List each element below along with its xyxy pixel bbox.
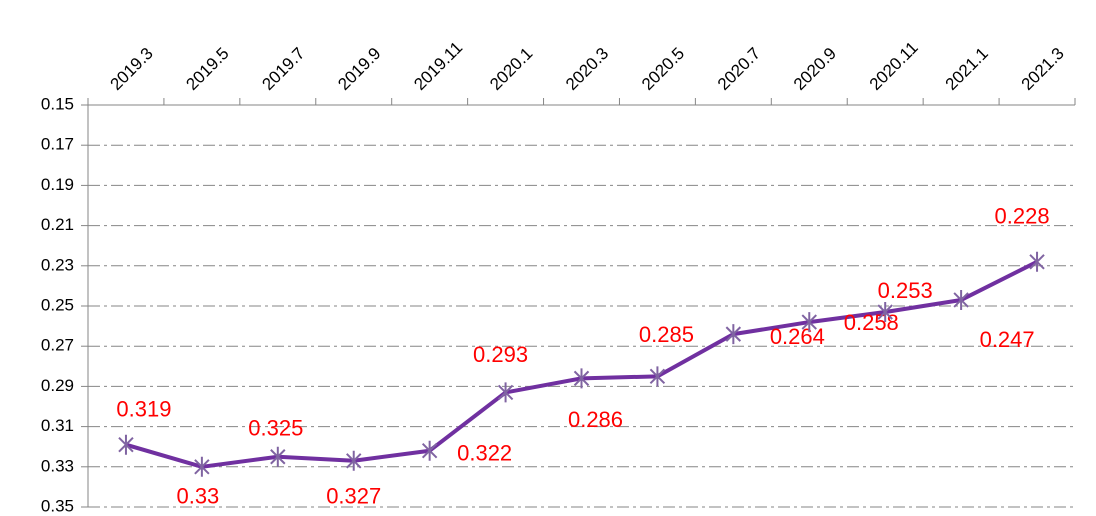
- y-tick-label: 0.35: [41, 496, 74, 515]
- marker: [649, 366, 666, 387]
- x-tick-label: 2020.11: [866, 38, 922, 94]
- data-label: 0.258: [844, 310, 899, 335]
- x-tick-label: 2019.7: [258, 44, 308, 94]
- y-tick-label: 0.17: [41, 135, 74, 154]
- marker: [497, 382, 514, 403]
- y-tick-label: 0.21: [41, 215, 74, 234]
- data-label: 0.327: [326, 484, 381, 509]
- marker: [270, 446, 286, 467]
- marker: [194, 456, 210, 477]
- marker: [118, 434, 134, 455]
- marker: [725, 324, 742, 345]
- data-label: 0.293: [473, 342, 528, 367]
- x-tick-label: 2019.11: [410, 38, 466, 94]
- marker: [573, 368, 590, 389]
- x-tick-label: 2019.5: [182, 44, 232, 94]
- marker: [877, 302, 893, 323]
- data-label: 0.325: [248, 416, 303, 441]
- data-label: 0.253: [878, 278, 933, 303]
- x-tick-label: 2020.5: [638, 44, 688, 94]
- marker: [801, 312, 817, 333]
- data-label: 0.322: [457, 441, 512, 466]
- x-tick-label: 2020.9: [790, 44, 840, 94]
- x-tick-label: 2021.1: [942, 44, 992, 94]
- y-tick-label: 0.33: [41, 456, 74, 475]
- x-tick-label: 2020.1: [486, 44, 536, 94]
- x-tick-label: 2020.7: [714, 44, 764, 94]
- y-tick-label: 0.15: [41, 94, 74, 113]
- y-tick-label: 0.31: [41, 416, 74, 435]
- x-tick-label: 2019.9: [334, 44, 384, 94]
- data-label: 0.228: [995, 204, 1050, 229]
- x-tick-label: 2019.3: [107, 44, 157, 94]
- data-label: 0.33: [176, 484, 219, 509]
- data-label: 0.285: [639, 322, 694, 347]
- marker: [953, 289, 969, 310]
- y-tick-label: 0.27: [41, 336, 74, 355]
- y-tick-label: 0.19: [41, 175, 74, 194]
- data-label: 0.264: [770, 324, 825, 349]
- data-label: 0.319: [116, 397, 171, 422]
- data-label: 0.286: [568, 407, 623, 432]
- y-tick-label: 0.29: [41, 376, 74, 395]
- x-tick-label: 2020.3: [562, 44, 612, 94]
- x-tick-label: 2021.3: [1018, 44, 1068, 94]
- y-tick-label: 0.25: [41, 295, 74, 314]
- y-tick-label: 0.23: [41, 255, 74, 274]
- marker: [1029, 251, 1045, 272]
- marker: [346, 450, 362, 471]
- data-label: 0.247: [980, 327, 1035, 352]
- marker: [421, 440, 438, 461]
